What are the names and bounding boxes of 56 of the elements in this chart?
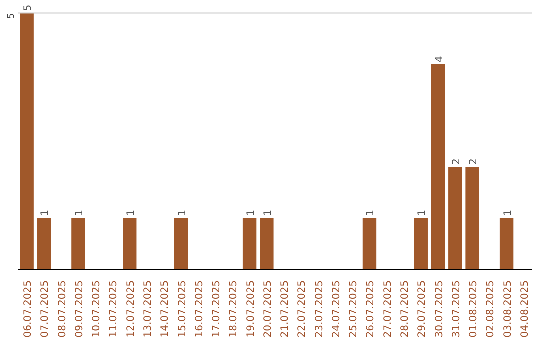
data-label: 1 xyxy=(177,210,188,216)
x-tick-label: 10.07.2025 xyxy=(92,280,103,338)
bar xyxy=(260,218,274,270)
bar xyxy=(242,218,257,270)
data-label: 2 xyxy=(451,158,462,166)
data-label: 5 xyxy=(23,4,34,12)
x-tick-label: 07.07.2025 xyxy=(40,280,52,338)
x-tick-label: 29.07.2025 xyxy=(417,280,428,338)
data-label: 1 xyxy=(502,210,514,216)
x-tick-label: 24.07.2025 xyxy=(331,280,342,338)
x-tick-label: 02.08.2025 xyxy=(486,280,497,338)
x-tick-label: 01.08.2025 xyxy=(468,280,480,338)
x-tick-label: 28.07.2025 xyxy=(400,280,411,338)
x-tick-label: 18.07.2025 xyxy=(228,280,240,338)
x-tick-label: 25.07.2025 xyxy=(348,280,360,338)
data-label: 1 xyxy=(246,210,257,216)
x-tick-label: 04.08.2025 xyxy=(520,280,531,338)
bar xyxy=(72,218,86,270)
data-label: 1 xyxy=(262,210,274,216)
x-tick-label: 22.07.2025 xyxy=(297,280,308,338)
bar xyxy=(448,167,462,270)
bar xyxy=(123,218,137,270)
x-tick-label: 14.07.2025 xyxy=(160,280,172,338)
x-tick-label: 17.07.2025 xyxy=(212,280,223,338)
x-tick-label: 15.07.2025 xyxy=(177,280,188,338)
bar xyxy=(466,167,480,270)
bar xyxy=(500,218,514,270)
bar xyxy=(20,13,34,270)
data-label: 1 xyxy=(366,210,377,216)
x-tick-label: 23.07.2025 xyxy=(314,280,326,338)
data-label: 1 xyxy=(74,210,86,216)
x-tick-label: 19.07.2025 xyxy=(246,280,257,338)
x-tick-label: 11.07.2025 xyxy=(108,280,120,338)
x-tick-label: 31.07.2025 xyxy=(451,280,462,338)
x-tick-label: 20.07.2025 xyxy=(262,280,274,338)
data-label: 1 xyxy=(40,210,52,216)
data-label: 2 xyxy=(468,158,480,166)
bar xyxy=(37,218,52,270)
bar xyxy=(174,218,188,270)
x-tick-label: 26.07.2025 xyxy=(366,280,377,338)
x-tick-label: 13.07.2025 xyxy=(143,280,154,338)
x-tick-label: 03.08.2025 xyxy=(502,280,514,338)
x-tick-label: 16.07.2025 xyxy=(194,280,206,338)
data-label: 4 xyxy=(434,56,446,63)
x-tick-label: 30.07.2025 xyxy=(434,280,446,338)
x-tick-label: 06.07.2025 xyxy=(23,280,34,338)
x-tick-label: 27.07.2025 xyxy=(382,280,394,338)
x-tick-label: 08.07.2025 xyxy=(57,280,68,338)
bar xyxy=(362,218,377,270)
x-tick-label: 12.07.2025 xyxy=(126,280,137,338)
data-label: 1 xyxy=(126,210,137,216)
x-tick-label: 21.07.2025 xyxy=(280,280,292,338)
bar xyxy=(431,64,446,270)
x-tick-label: 09.07.2025 xyxy=(74,280,86,338)
bar xyxy=(414,218,428,270)
data-label: 1 xyxy=(417,210,428,216)
